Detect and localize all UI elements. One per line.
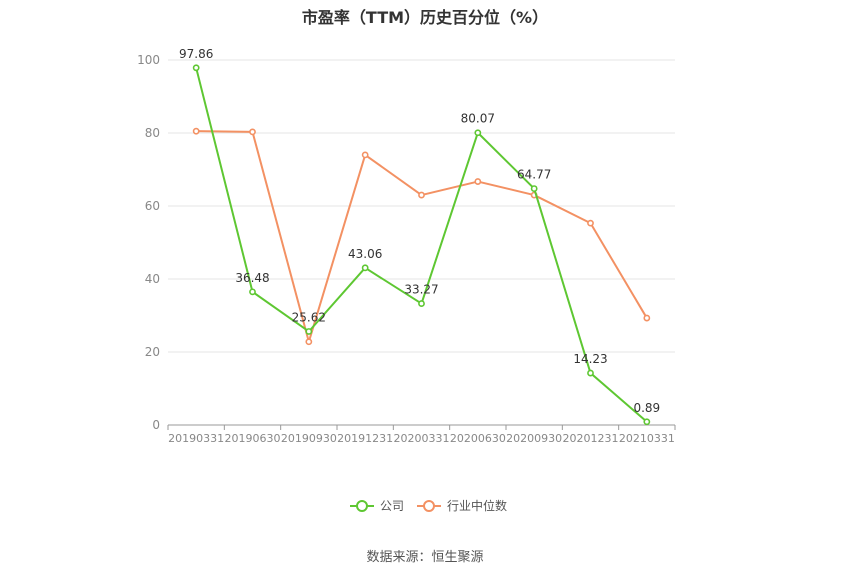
series-lines	[192, 64, 651, 426]
x-tick-label: 20191231	[337, 432, 393, 445]
legend-label: 公司	[380, 499, 404, 513]
grid-lines	[168, 59, 675, 353]
data-label: 97.86	[179, 47, 213, 61]
legend-label: 行业中位数	[447, 498, 507, 513]
y-tick-label: 0	[152, 418, 160, 432]
data-point	[474, 129, 482, 137]
x-tick-label: 20200930	[506, 432, 562, 445]
legend[interactable]: 公司 行业中位数	[350, 498, 507, 513]
data-label: 33.27	[404, 283, 438, 297]
series-line-0	[195, 67, 648, 423]
data-point	[249, 288, 256, 296]
data-label: 36.48	[235, 271, 269, 285]
data-point	[474, 178, 482, 185]
data-point	[305, 338, 313, 346]
data-point	[192, 127, 200, 135]
data-point	[643, 314, 651, 322]
data-point	[249, 128, 256, 136]
data-point	[192, 64, 200, 72]
x-tick-label: 20190930	[281, 432, 337, 445]
data-label: 14.23	[573, 352, 607, 366]
legend-swatch-marker	[356, 500, 368, 512]
x-tick-label: 20200630	[450, 432, 506, 445]
legend-item-1[interactable]: 行业中位数	[417, 498, 507, 513]
x-tick-label: 20201231	[563, 432, 619, 445]
y-tick-label: 20	[145, 345, 160, 359]
y-tick-label: 60	[145, 199, 160, 213]
data-point	[418, 300, 425, 307]
data-labels: 97.86 36.48 25.62 43.06 33.27 80.07 64.77 14.23…	[179, 47, 660, 415]
legend-swatch-marker	[423, 500, 435, 512]
data-label: 43.06	[348, 247, 382, 261]
y-tick-label: 100	[137, 53, 160, 67]
axes: 0 20 40 60 80 100 20190331 20190630 20190930 2019…	[137, 53, 676, 445]
data-point	[643, 418, 651, 426]
data-point	[587, 369, 594, 377]
data-point	[530, 185, 538, 192]
data-label: 25.62	[292, 310, 326, 324]
data-label: 64.77	[517, 168, 551, 182]
y-tick-label: 80	[145, 126, 160, 140]
data-point	[418, 191, 425, 199]
source-note: 数据来源：恒生聚源	[366, 550, 484, 565]
data-point	[361, 151, 369, 159]
legend-item-0[interactable]: 公司	[350, 499, 404, 513]
data-label: 0.89	[633, 401, 660, 415]
chart-title: 市盈率（TTM）历史百分位（%）	[301, 8, 549, 27]
data-point	[361, 264, 369, 272]
x-tick-label: 20210331	[619, 432, 675, 445]
y-tick-label: 40	[145, 272, 160, 286]
data-label: 80.07	[461, 112, 495, 126]
x-tick-label: 20200331	[394, 432, 450, 445]
data-point	[305, 328, 313, 335]
x-tick-label: 20190331	[168, 432, 224, 445]
data-point	[587, 219, 594, 227]
x-tick-label: 20190630	[225, 432, 281, 445]
series-line-1	[196, 130, 648, 343]
